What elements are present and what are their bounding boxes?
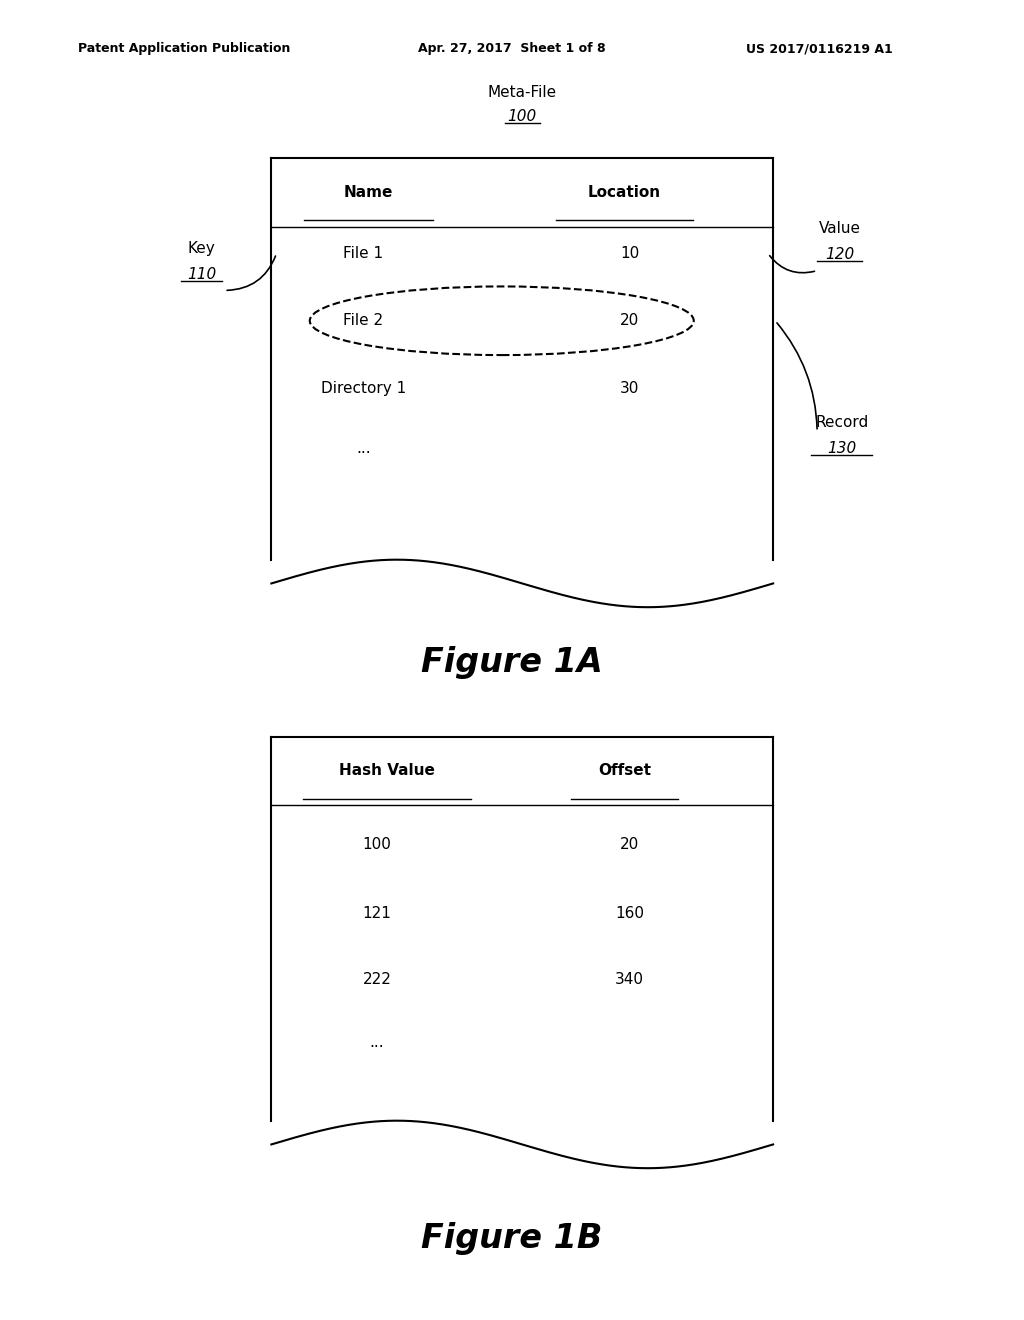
Text: Offset: Offset [598,763,651,779]
Text: Patent Application Publication: Patent Application Publication [78,42,291,55]
Text: 121: 121 [362,906,391,921]
Text: Hash Value: Hash Value [339,763,435,779]
Text: ...: ... [370,1035,384,1051]
Text: 10: 10 [621,246,639,261]
Text: Figure 1A: Figure 1A [421,645,603,678]
Text: Name: Name [344,185,393,201]
Text: File 1: File 1 [343,246,384,261]
Text: File 2: File 2 [343,313,384,329]
Text: Record: Record [815,414,868,430]
Text: Apr. 27, 2017  Sheet 1 of 8: Apr. 27, 2017 Sheet 1 of 8 [418,42,606,55]
Text: Key: Key [187,240,216,256]
Text: US 2017/0116219 A1: US 2017/0116219 A1 [745,42,893,55]
Text: 30: 30 [621,380,639,396]
Text: Value: Value [818,220,861,236]
Text: Meta-File: Meta-File [487,84,557,100]
Text: Figure 1B: Figure 1B [421,1222,603,1254]
Text: 130: 130 [827,441,856,457]
Text: 100: 100 [508,108,537,124]
Text: 110: 110 [187,267,216,282]
Text: 340: 340 [615,972,644,987]
Text: ...: ... [356,441,371,457]
Text: Location: Location [588,185,662,201]
Text: 20: 20 [621,313,639,329]
Text: 100: 100 [362,837,391,853]
Text: Directory 1: Directory 1 [321,380,407,396]
Text: 20: 20 [621,837,639,853]
Text: 222: 222 [362,972,391,987]
Text: 120: 120 [825,247,854,263]
Text: 160: 160 [615,906,644,921]
